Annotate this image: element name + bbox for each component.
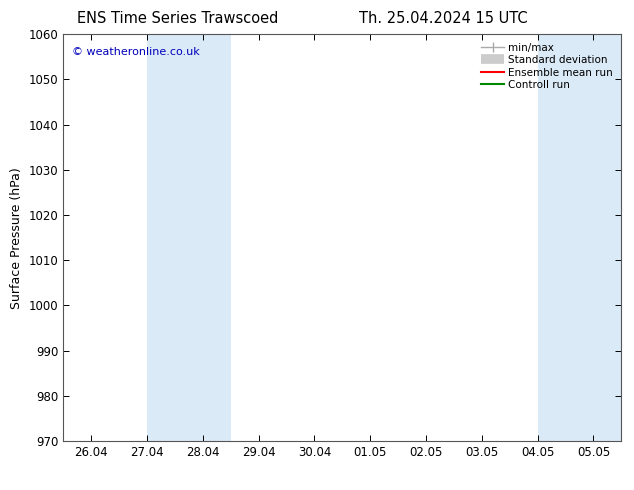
Text: Th. 25.04.2024 15 UTC: Th. 25.04.2024 15 UTC xyxy=(359,11,528,26)
Bar xyxy=(538,34,566,441)
Bar xyxy=(147,34,175,441)
Text: © weatheronline.co.uk: © weatheronline.co.uk xyxy=(72,47,200,56)
Y-axis label: Surface Pressure (hPa): Surface Pressure (hPa) xyxy=(10,167,23,309)
Legend: min/max, Standard deviation, Ensemble mean run, Controll run: min/max, Standard deviation, Ensemble me… xyxy=(478,40,616,94)
Bar xyxy=(566,34,621,441)
Text: ENS Time Series Trawscoed: ENS Time Series Trawscoed xyxy=(77,11,278,26)
Bar xyxy=(175,34,231,441)
